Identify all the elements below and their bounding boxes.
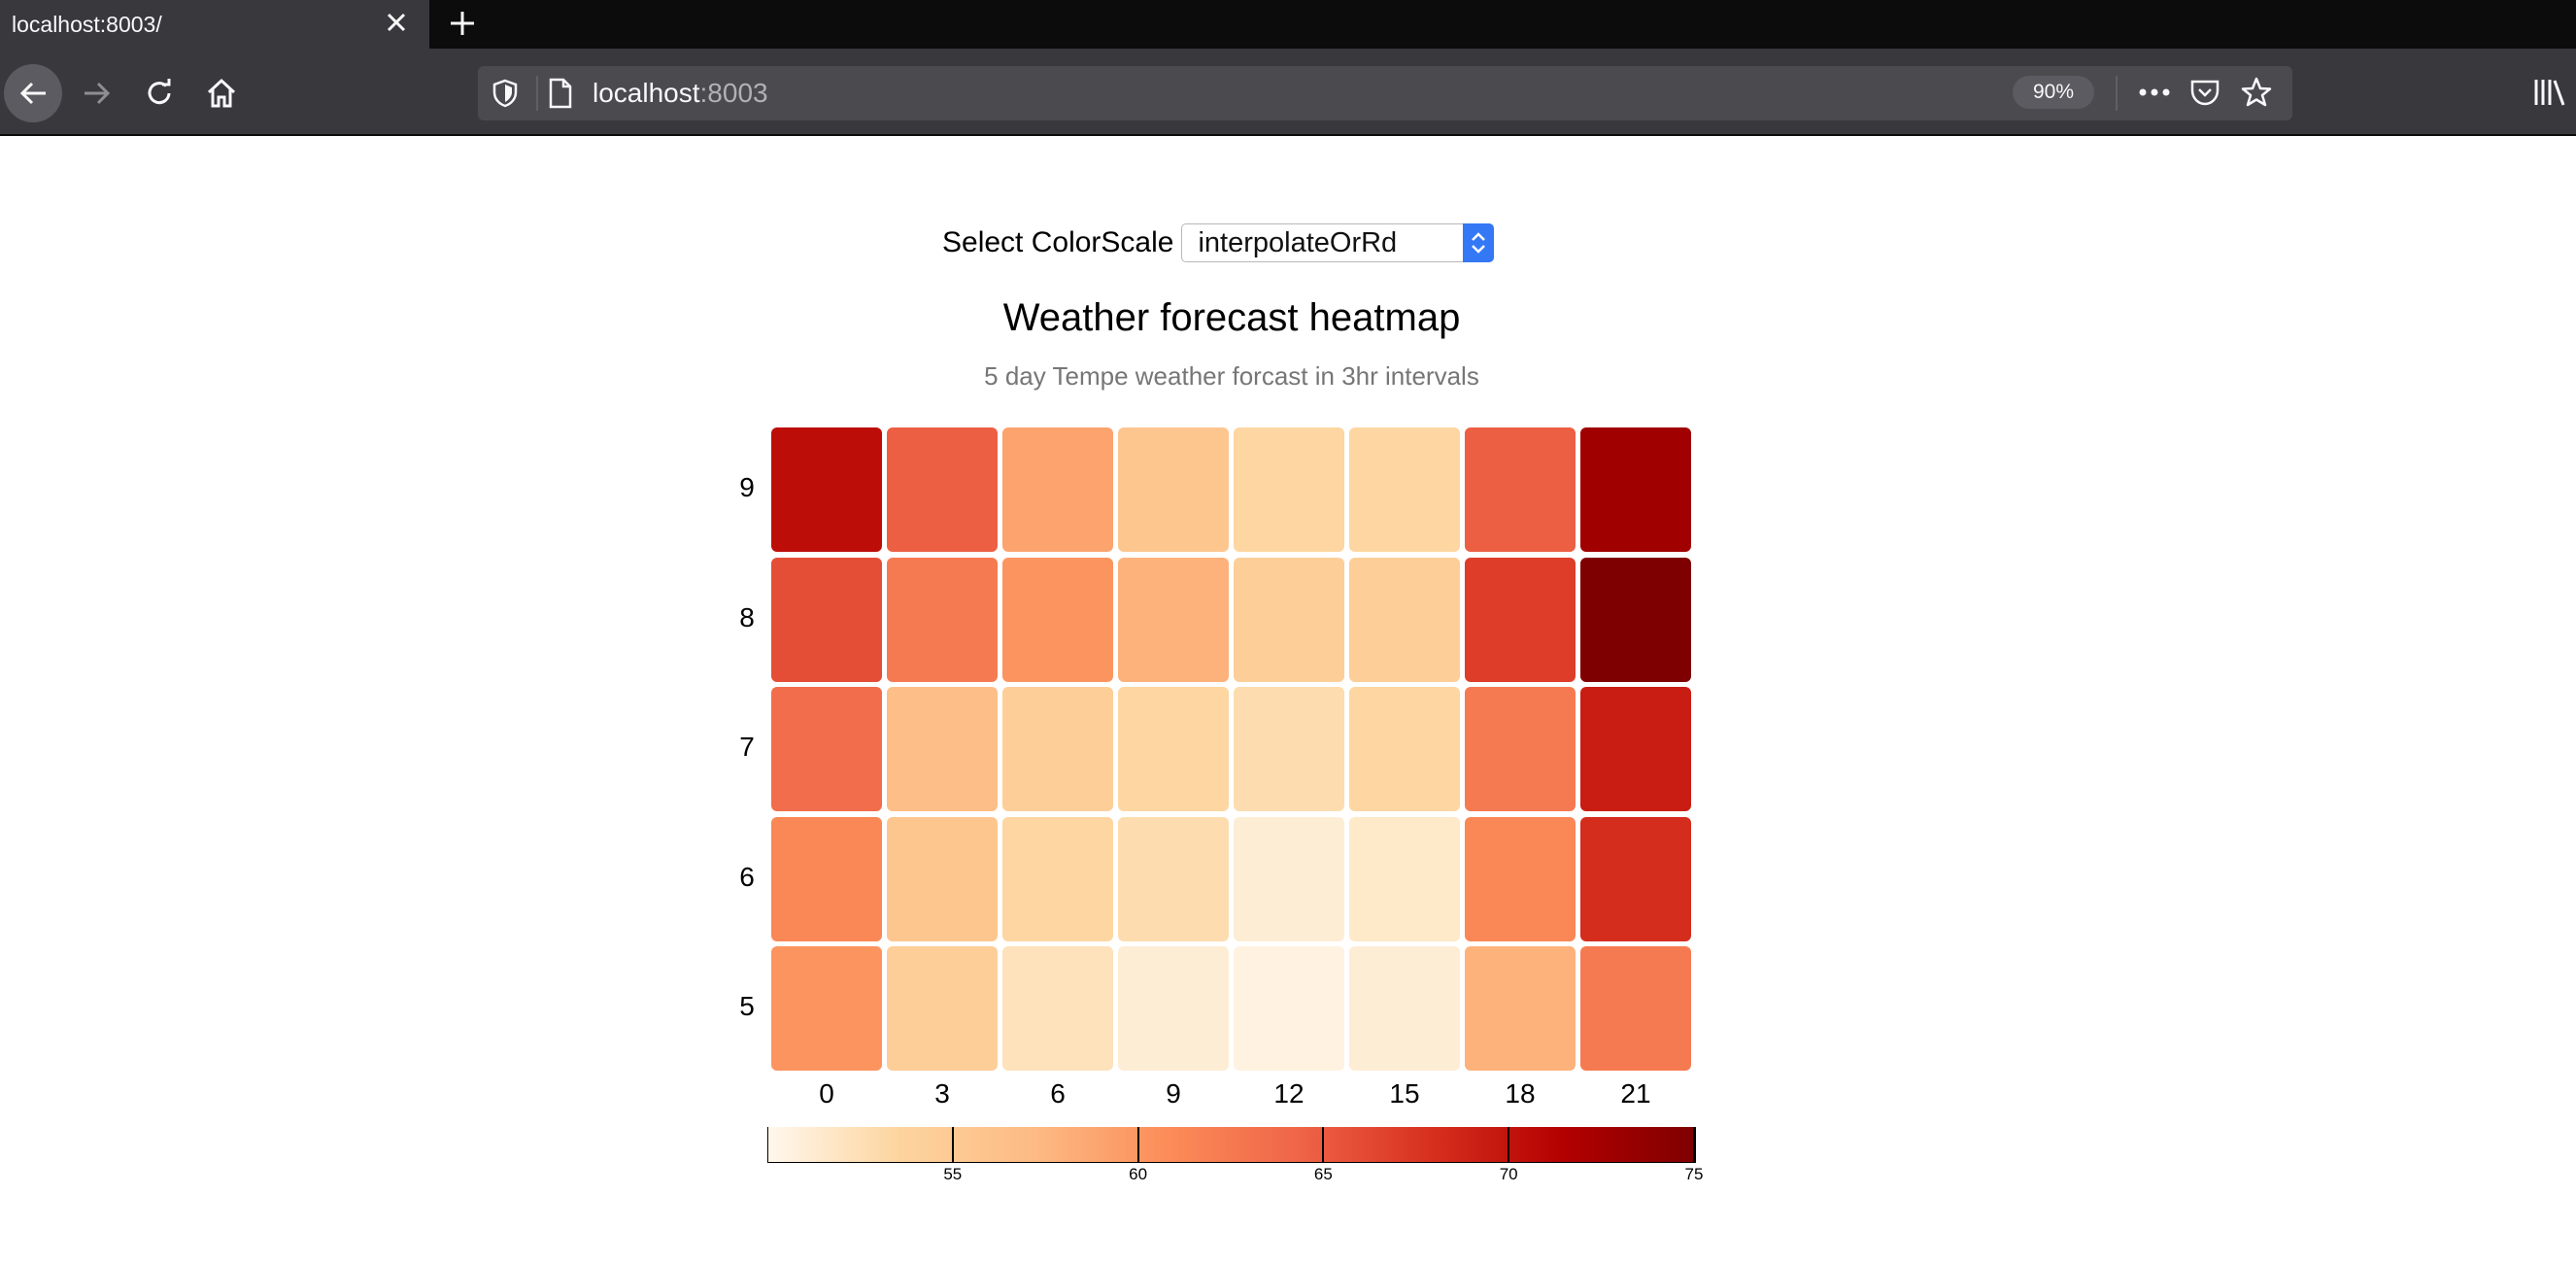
heatmap-cell[interactable]	[771, 816, 882, 941]
heatmap-cell[interactable]	[1580, 946, 1691, 1071]
heatmap-cell[interactable]	[1465, 816, 1576, 941]
chart-title: Weather forecast heatmap	[1002, 296, 1461, 339]
address-bar-separator	[536, 76, 538, 111]
tab-strip: localhost:8003/	[0, 0, 2576, 49]
heatmap-cell[interactable]	[771, 557, 882, 682]
x-axis-tick-label: 15	[1389, 1077, 1420, 1109]
reload-icon	[148, 79, 171, 105]
heatmap-cell[interactable]	[1580, 427, 1691, 552]
heatmap-cell[interactable]	[1580, 557, 1691, 682]
heatmap-cell[interactable]	[1349, 816, 1460, 941]
legend-tick	[1322, 1127, 1325, 1162]
legend-tick-label: 60	[1129, 1165, 1148, 1183]
browser-tab[interactable]: localhost:8003/	[0, 0, 429, 49]
y-axis-tick-label: 9	[739, 472, 755, 502]
zoom-level-badge[interactable]: 90%	[2013, 76, 2094, 109]
home-icon	[207, 78, 236, 108]
heatmap-cell[interactable]	[771, 946, 882, 1071]
legend-tick-label: 65	[1313, 1165, 1333, 1183]
heatmap-cell[interactable]	[1580, 816, 1691, 941]
legend-tick	[1508, 1127, 1510, 1162]
heatmap-cell[interactable]	[1118, 687, 1229, 811]
back-button[interactable]	[4, 64, 62, 122]
legend-tick	[951, 1127, 954, 1162]
heatmap-cell[interactable]	[1002, 946, 1113, 1071]
url-host: localhost	[593, 78, 700, 108]
heatmap-cell[interactable]	[1118, 427, 1229, 552]
close-tab-icon[interactable]	[381, 7, 412, 38]
legend-tick-label: 75	[1684, 1165, 1704, 1183]
colorscale-select-label: Select ColorScale	[942, 226, 1174, 258]
heatmap-cell[interactable]	[1002, 557, 1113, 682]
heatmap-cell[interactable]	[887, 687, 998, 811]
page-actions-more-icon[interactable]	[2137, 78, 2172, 112]
heatmap-cell[interactable]	[887, 557, 998, 682]
legend-tick	[1693, 1127, 1695, 1162]
library-icon[interactable]	[2533, 78, 2566, 112]
legend-tick	[1136, 1127, 1139, 1162]
heatmap-cell[interactable]	[1002, 687, 1113, 811]
heatmap-cell[interactable]	[1349, 946, 1460, 1071]
forward-arrow-icon	[85, 82, 111, 105]
x-axis-tick-label: 21	[1620, 1077, 1651, 1109]
heatmap-cell[interactable]	[771, 687, 882, 811]
chart-subtitle: 5 day Tempe weather forcast in 3hr inter…	[984, 361, 1479, 391]
heatmap-cell[interactable]	[1234, 557, 1344, 682]
pocket-icon[interactable]	[2189, 78, 2220, 112]
y-axis-tick-label: 6	[739, 861, 755, 892]
home-button[interactable]	[192, 64, 251, 122]
x-axis-tick-label: 12	[1273, 1077, 1305, 1109]
heatmap-cell[interactable]	[1234, 687, 1344, 811]
heatmap-cell[interactable]	[771, 427, 882, 552]
heatmap-cell[interactable]	[1349, 557, 1460, 682]
colorscale-select[interactable]: interpolateOrRd	[1181, 223, 1495, 262]
heatmap-cell[interactable]	[1118, 946, 1229, 1071]
heatmap-cell[interactable]	[1234, 816, 1344, 941]
address-bar-separator	[2116, 76, 2118, 111]
color-legend-bar	[767, 1127, 1696, 1163]
heatmap-cell[interactable]	[887, 946, 998, 1071]
heatmap-cell[interactable]	[1002, 427, 1113, 552]
heatmap-cell[interactable]	[1349, 427, 1460, 552]
tracking-protection-shield-icon[interactable]	[491, 79, 519, 113]
x-axis-tick-label: 0	[819, 1077, 834, 1109]
forward-button[interactable]	[68, 64, 126, 122]
heatmap-cell[interactable]	[1465, 557, 1576, 682]
x-axis-tick-label: 9	[1166, 1077, 1181, 1109]
heatmap-cell[interactable]	[887, 816, 998, 941]
address-bar[interactable]: localhost:8003 90%	[478, 66, 2292, 120]
heatmap-cell[interactable]	[1234, 427, 1344, 552]
colorscale-select-row: Select ColorScale interpolateOrRd	[942, 223, 1495, 262]
back-arrow-icon	[19, 82, 46, 105]
y-axis-tick-label: 5	[739, 991, 755, 1021]
new-tab-icon[interactable]	[445, 6, 480, 41]
x-axis-tick-label: 3	[934, 1077, 950, 1109]
x-axis-tick-label: 18	[1505, 1077, 1536, 1109]
page-info-icon[interactable]	[548, 78, 573, 114]
reload-button[interactable]	[130, 64, 188, 122]
heatmap-cell[interactable]	[1465, 687, 1576, 811]
legend-tick-label: 55	[943, 1165, 963, 1183]
heatmap-cell[interactable]	[1465, 946, 1576, 1071]
heatmap-cell[interactable]	[1118, 816, 1229, 941]
tab-title: localhost:8003/	[12, 12, 162, 37]
heatmap-cell[interactable]	[1580, 687, 1691, 811]
select-updown-chevron-icon[interactable]	[1463, 223, 1495, 262]
legend-tick-label: 70	[1499, 1165, 1518, 1183]
heatmap-cell[interactable]	[1349, 687, 1460, 811]
bookmark-star-icon[interactable]	[2240, 76, 2273, 114]
y-axis-tick-label: 7	[739, 732, 755, 762]
y-axis-tick-label: 8	[739, 601, 755, 632]
url-text[interactable]: localhost:8003	[593, 78, 768, 109]
heatmap-cell[interactable]	[1118, 557, 1229, 682]
colorscale-select-value: interpolateOrRd	[1198, 227, 1398, 258]
heatmap-cell[interactable]	[887, 427, 998, 552]
url-port: :8003	[699, 78, 768, 108]
x-axis-tick-label: 6	[1050, 1077, 1066, 1109]
heatmap-cell[interactable]	[1002, 816, 1113, 941]
heatmap-cell[interactable]	[1465, 427, 1576, 552]
heatmap-cell[interactable]	[1234, 946, 1344, 1071]
